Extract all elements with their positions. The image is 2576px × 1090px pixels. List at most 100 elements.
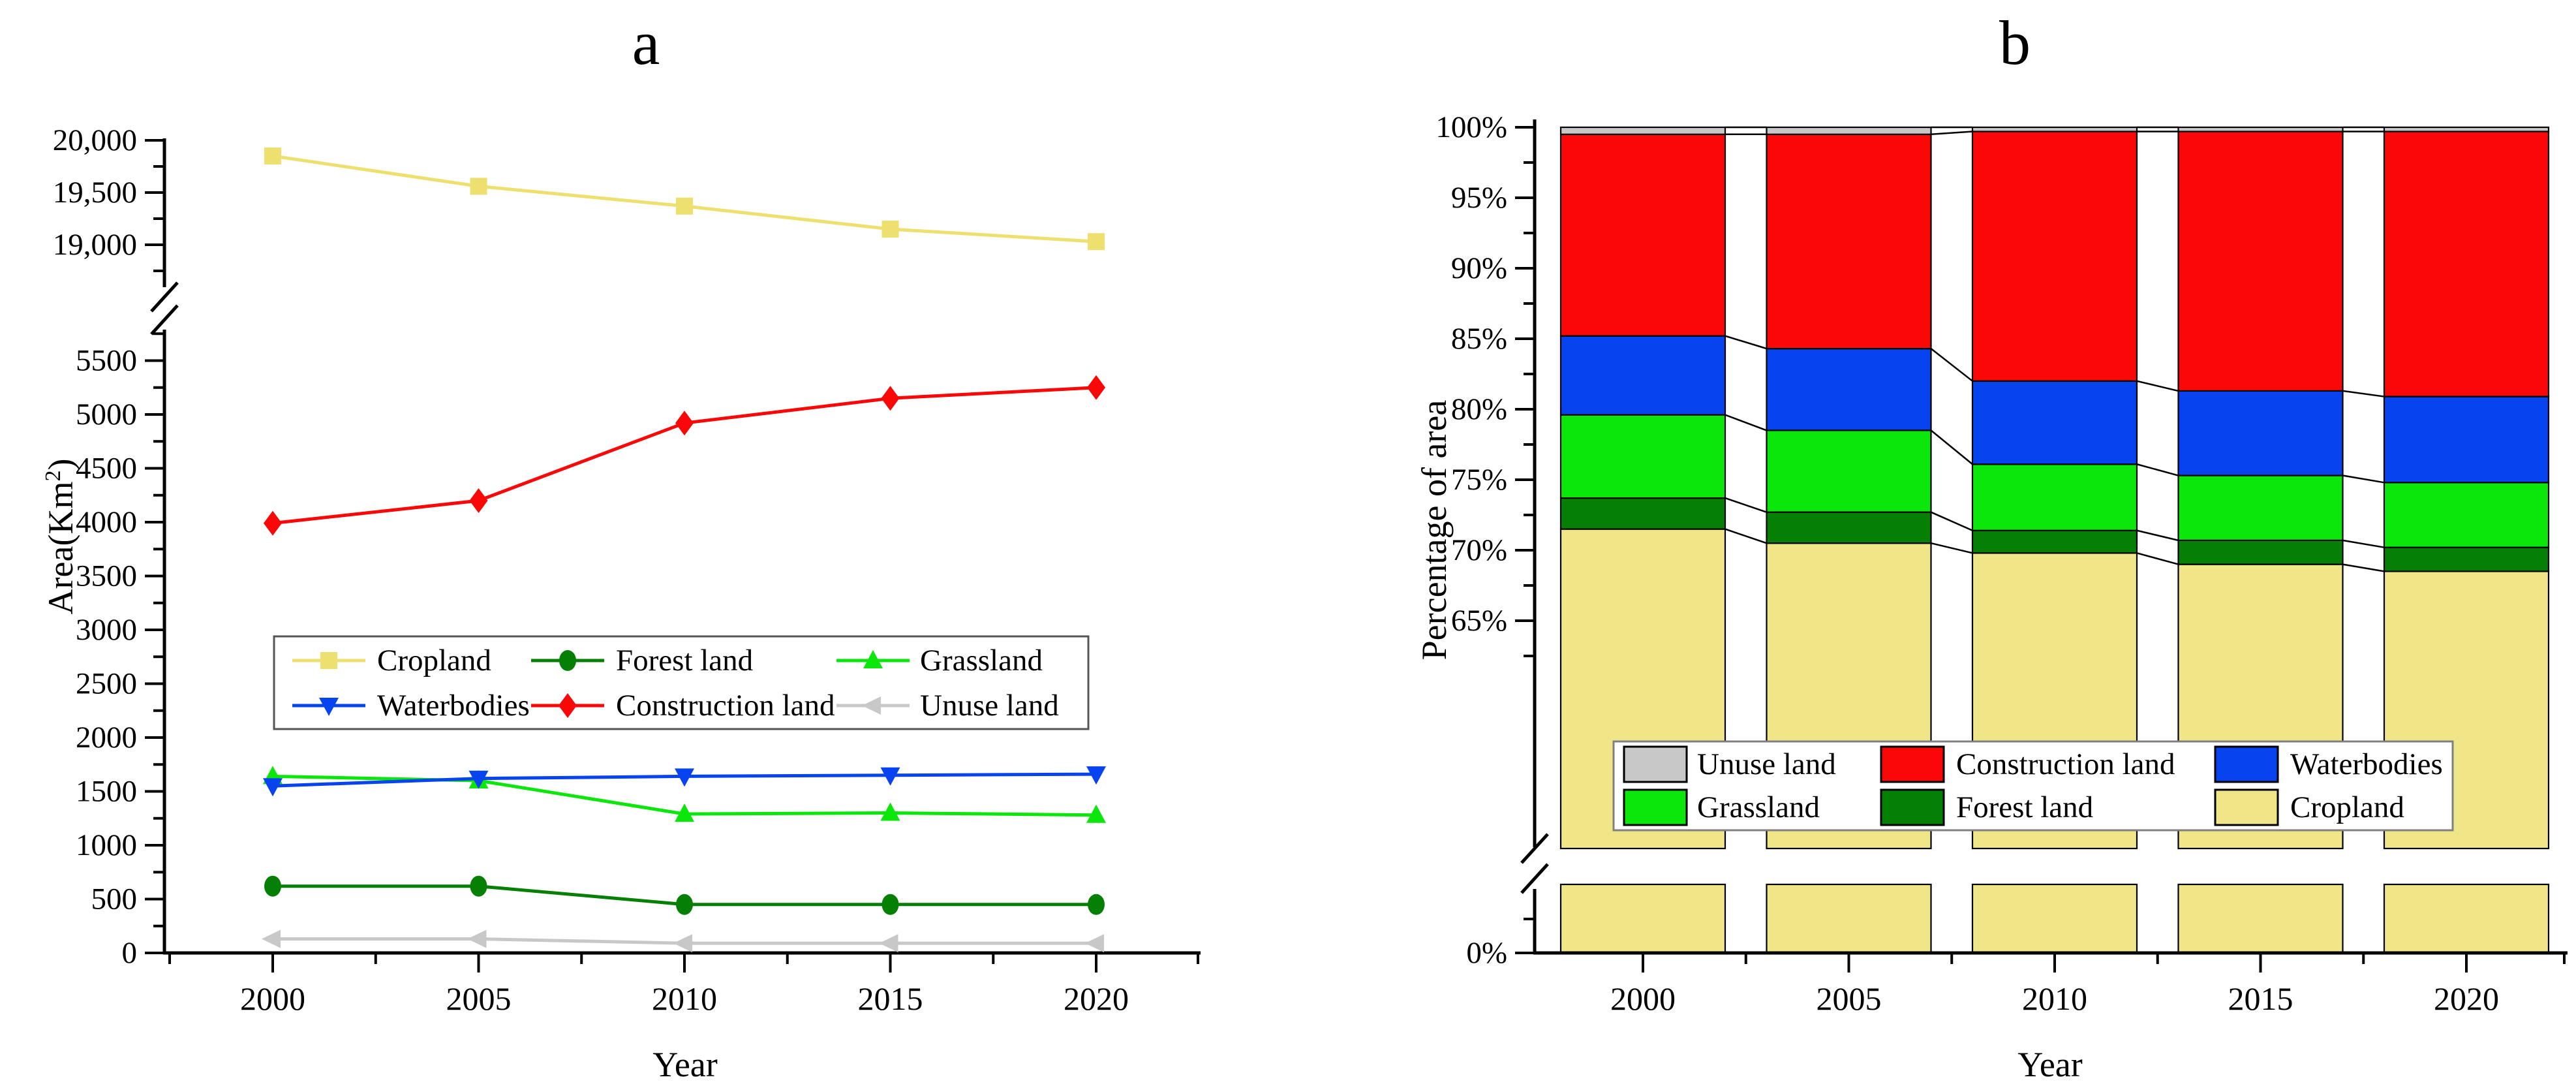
series-forest-land bbox=[264, 875, 1105, 915]
series-marker-triangle-left bbox=[673, 934, 692, 953]
boundary-connector bbox=[2342, 563, 2385, 572]
bar-segment-grassland bbox=[2383, 482, 2550, 548]
y-tick-label: 4000 bbox=[76, 505, 137, 539]
legend-swatch bbox=[2214, 745, 2279, 783]
legend-label: Waterbodies bbox=[377, 689, 530, 723]
boundary-connector bbox=[1725, 528, 1767, 544]
boundary-connector bbox=[1930, 429, 1973, 465]
legend-item-construction-land: Construction land bbox=[1880, 745, 2175, 783]
panel-a-title: a bbox=[632, 8, 660, 78]
bar-segment-waterbodies bbox=[2177, 390, 2344, 476]
y-axis-break-slash bbox=[150, 304, 179, 335]
boundary-connector bbox=[1725, 335, 1767, 350]
series-marker-triangle-up bbox=[1086, 804, 1106, 823]
series-marker-triangle-down bbox=[468, 770, 489, 789]
panel-b-y-axis-label: Percentage of area bbox=[1415, 399, 1454, 661]
bar-lower-segment-cropland bbox=[1766, 883, 1932, 954]
panel-a-y-axis-label-superscript: 2 bbox=[41, 470, 65, 482]
panel-a-axes bbox=[150, 138, 1201, 955]
series-waterbodies bbox=[263, 766, 1106, 797]
panel-b-stacked-bar-chart: 100%95%90%85%80%75%70%65%0%2000 2005 2010 2… bbox=[1435, 110, 2568, 1017]
legend-label: Cropland bbox=[377, 644, 491, 677]
legend-label: Construction land bbox=[616, 689, 835, 723]
bar-segment-grassland bbox=[1766, 429, 1932, 513]
legend-label: Unuse land bbox=[920, 689, 1059, 723]
y-tick-label: 95% bbox=[1451, 181, 1507, 215]
x-tick-label: 2000 bbox=[240, 980, 305, 1017]
panel-a-line-chart: 20,00019,50019,0005500500045004000350030… bbox=[53, 123, 1201, 1017]
series-marker-circle bbox=[676, 894, 693, 915]
bar-segment-construction-land bbox=[2383, 131, 2550, 397]
boundary-connector bbox=[2136, 463, 2179, 476]
y-axis-break-slash bbox=[1520, 863, 1549, 894]
bar-segment-grassland bbox=[1971, 463, 2138, 531]
panel-a-y-axis-label-prefix: Area(Km bbox=[41, 481, 80, 615]
series-marker-diamond bbox=[469, 488, 488, 513]
legend-label: Forest land bbox=[616, 644, 753, 677]
bar-segment-unuse-land bbox=[1971, 126, 2138, 132]
bar-segment-grassland bbox=[1559, 414, 1726, 499]
y-axis-break-slash bbox=[150, 281, 179, 313]
bar-segment-forest-land bbox=[1559, 497, 1726, 530]
series-marker-triangle-left bbox=[1085, 934, 1104, 953]
series-marker-square bbox=[264, 148, 281, 164]
boundary-connector bbox=[1931, 131, 1973, 136]
bar-segment-waterbodies bbox=[1766, 348, 1932, 431]
boundary-connector bbox=[2342, 390, 2385, 397]
y-axis-break-slash bbox=[1520, 833, 1549, 864]
series-marker-triangle-down bbox=[880, 767, 900, 786]
bar-lower-segment-cropland bbox=[2383, 883, 2550, 954]
boundary-connector bbox=[1930, 348, 1973, 382]
legend-item-cropland: Cropland bbox=[2214, 788, 2404, 826]
series-marker-triangle-up bbox=[880, 802, 900, 821]
legend-marker-triangle-left bbox=[862, 696, 881, 715]
bar-segment-unuse-land bbox=[2383, 126, 2550, 132]
panel-a-x-ticks: 2000 2005 2010 2015 2020 bbox=[168, 953, 1199, 1017]
panel-b-title: b bbox=[1999, 8, 2031, 78]
y-tick-label: 70% bbox=[1451, 533, 1507, 567]
series-marker-square bbox=[1088, 233, 1105, 251]
series-marker-triangle-left bbox=[879, 934, 898, 953]
legend-label: Grassland bbox=[920, 644, 1043, 677]
legend-marker-diamond bbox=[559, 693, 577, 718]
boundary-connector bbox=[2342, 539, 2385, 548]
y-tick-label: 65% bbox=[1451, 604, 1507, 638]
series-marker-circle bbox=[882, 894, 899, 915]
series-marker-diamond bbox=[881, 386, 900, 411]
bar-segment-unuse-land bbox=[1559, 126, 1726, 135]
x-tick-label: 2010 bbox=[652, 980, 717, 1017]
boundary-connector bbox=[1930, 511, 1973, 531]
panel-a-x-axis-label: Year bbox=[652, 1045, 718, 1084]
legend-item-unuse-land: Unuse land bbox=[836, 689, 1059, 723]
y-tick-label: 0% bbox=[1466, 936, 1507, 970]
bar-segment-waterbodies bbox=[2383, 396, 2550, 484]
bar-segment-grassland bbox=[2177, 475, 2344, 541]
panel-a-legend: Cropland Forest land Grassland Waterbodies C… bbox=[273, 635, 1090, 730]
legend-item-waterbodies: Waterbodies bbox=[292, 689, 530, 723]
bar-lower-segment-cropland bbox=[1559, 883, 1726, 954]
series-marker-circle bbox=[264, 875, 281, 897]
legend-item-forest-land: Forest land bbox=[1880, 788, 2093, 826]
legend-box bbox=[273, 635, 1090, 730]
series-unuse-land bbox=[262, 929, 1104, 953]
legend-swatch bbox=[1880, 788, 1945, 826]
series-marker-square bbox=[882, 221, 899, 238]
bar-segment-construction-land bbox=[1559, 133, 1726, 337]
panel-a-y-axis-label: Area(Km2) bbox=[33, 308, 80, 765]
series-construction-land bbox=[264, 375, 1105, 536]
legend-swatch bbox=[1623, 788, 1688, 826]
bar-segment-waterbodies bbox=[1559, 335, 1726, 416]
bar-segment-forest-land bbox=[2383, 546, 2550, 572]
y-tick-label: 1500 bbox=[76, 775, 137, 809]
panel-b-boundary-connectors bbox=[1725, 126, 2385, 572]
bar-lower-segment-cropland bbox=[1971, 883, 2138, 954]
x-tick-label: 2020 bbox=[2434, 980, 2499, 1017]
series-marker-triangle-up bbox=[675, 803, 694, 822]
bar-segment-construction-land bbox=[2177, 131, 2344, 392]
series-marker-diamond bbox=[675, 411, 694, 436]
y-tick-label: 4500 bbox=[76, 452, 137, 486]
series-marker-diamond bbox=[264, 510, 282, 536]
boundary-connector bbox=[2342, 475, 2385, 484]
